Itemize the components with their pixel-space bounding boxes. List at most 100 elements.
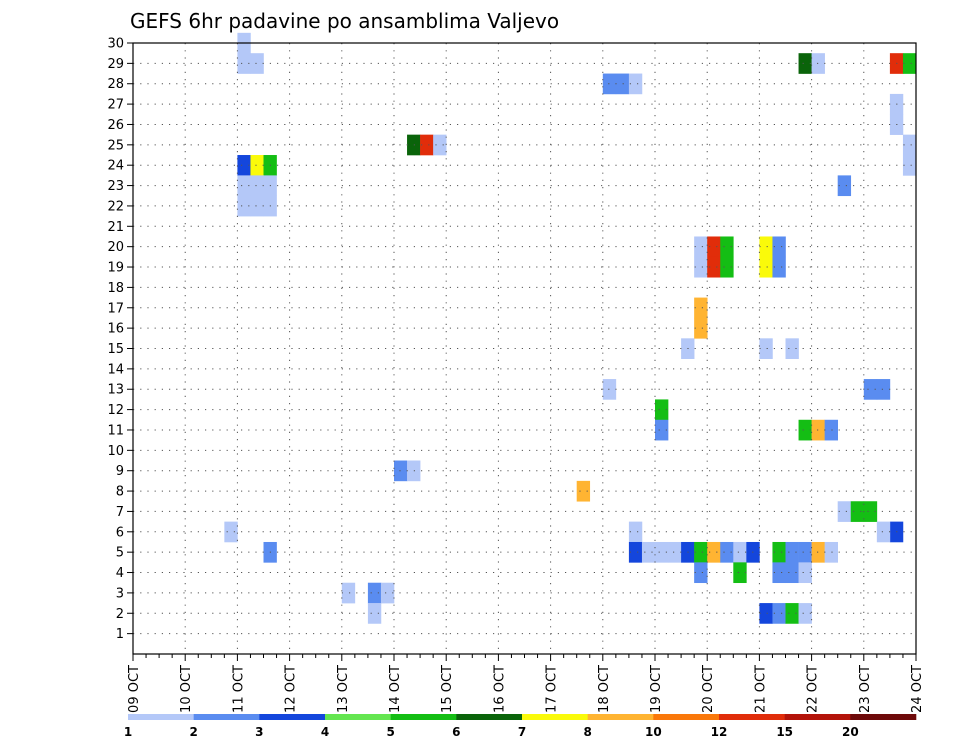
- precip-cell: [759, 338, 773, 359]
- precip-cell: [250, 195, 264, 217]
- precip-cell: [772, 256, 786, 278]
- x-tick-label: 22 OCT: [806, 665, 821, 713]
- precip-cell: [824, 541, 838, 563]
- colorbar-swatch: [522, 714, 588, 720]
- y-tick-label: 16: [107, 322, 124, 337]
- precip-cell: [863, 379, 878, 400]
- precip-cell: [668, 541, 682, 563]
- colorbar-label: 20: [842, 725, 859, 739]
- precip-cell: [785, 562, 799, 584]
- y-tick-label: 20: [107, 240, 124, 255]
- colorbar-swatch: [259, 714, 326, 720]
- precip-cell: [628, 73, 643, 95]
- precip-cell: [837, 175, 852, 197]
- y-tick-label: 6: [116, 525, 124, 540]
- colorbar-swatch: [587, 714, 654, 720]
- y-tick-label: 17: [107, 301, 124, 316]
- y-tick-label: 18: [107, 281, 124, 296]
- precip-cell: [576, 480, 591, 502]
- precip-cell: [824, 419, 838, 441]
- precip-cells: [224, 32, 917, 624]
- y-tick-label: 12: [107, 403, 124, 418]
- y-tick-label: 7: [116, 505, 124, 520]
- precip-cell: [694, 236, 708, 258]
- y-tick-label: 21: [107, 220, 124, 235]
- precip-cell: [798, 53, 812, 74]
- colorbar-swatch: [390, 714, 457, 720]
- precip-cell: [237, 175, 251, 197]
- colorbar-swatch: [653, 714, 720, 720]
- y-tick-label: 30: [107, 37, 124, 52]
- y-tick-label: 8: [116, 485, 124, 500]
- precip-cell: [785, 541, 799, 563]
- y-tick-label: 4: [116, 566, 124, 581]
- x-tick-label: 23 OCT: [858, 665, 873, 713]
- x-tick-label: 17 OCT: [545, 665, 560, 713]
- precip-cell: [694, 297, 708, 319]
- precip-cell: [641, 541, 656, 563]
- x-tick-label: 19 OCT: [649, 665, 664, 713]
- colorbar-label: 8: [583, 725, 591, 739]
- y-tick-label: 5: [116, 546, 124, 561]
- x-tick-label: 12 OCT: [284, 665, 299, 713]
- colorbar-label: 5: [386, 725, 394, 739]
- y-tick-label: 26: [107, 118, 124, 133]
- precip-cell: [707, 541, 721, 563]
- precip-cell: [720, 236, 734, 258]
- precip-cell: [407, 460, 421, 482]
- colorbar-swatch: [784, 714, 851, 720]
- x-tick-label: 16 OCT: [492, 665, 507, 713]
- precip-cell: [902, 155, 917, 176]
- precip-cell: [811, 419, 825, 441]
- y-tick-label: 10: [107, 444, 124, 459]
- colorbar-label: 2: [189, 725, 197, 739]
- precip-cell: [250, 53, 264, 74]
- precip-cell: [707, 256, 721, 278]
- colorbar-swatch: [325, 714, 391, 720]
- precip-cell: [224, 521, 238, 543]
- y-tick-label: 3: [116, 586, 124, 601]
- precip-cell: [720, 256, 734, 278]
- colorbar-label: 4: [321, 725, 329, 739]
- precip-cell: [615, 73, 630, 95]
- y-tick-label: 22: [107, 199, 124, 214]
- precip-cell: [694, 541, 708, 563]
- precip-cell: [694, 317, 708, 339]
- precip-cell: [628, 521, 643, 543]
- precip-cell: [602, 73, 617, 95]
- chart-title: GEFS 6hr padavine po ansamblima Valjevo: [130, 9, 559, 33]
- x-tick-label: 21 OCT: [753, 665, 768, 713]
- precip-cell: [380, 582, 395, 604]
- precip-cell: [850, 501, 865, 522]
- y-tick-label: 19: [107, 261, 124, 276]
- precip-cell: [707, 236, 721, 258]
- precip-cell: [694, 256, 708, 278]
- colorbar-swatch: [456, 714, 523, 720]
- y-tick-label: 15: [107, 342, 124, 357]
- colorbar-swatch: [193, 714, 260, 720]
- y-tick-label: 11: [107, 423, 124, 438]
- precip-cell: [876, 521, 891, 543]
- precip-cell: [367, 582, 382, 604]
- x-tick-label: 15 OCT: [440, 665, 455, 713]
- precip-cell: [772, 541, 786, 563]
- precip-cell: [733, 541, 747, 563]
- precip-cell: [759, 603, 773, 624]
- precip-cell: [694, 562, 708, 584]
- colorbar-label: 15: [776, 725, 793, 739]
- precip-cell: [628, 541, 643, 563]
- colorbar-label: 10: [645, 725, 662, 739]
- x-tick-label: 14 OCT: [388, 665, 403, 713]
- precip-cell: [394, 460, 408, 482]
- precip-cell: [250, 155, 264, 176]
- precip-cell: [772, 562, 786, 584]
- precip-cell: [863, 501, 878, 522]
- precip-cell: [720, 541, 734, 563]
- colorbar-label: 12: [711, 725, 728, 739]
- y-tick-label: 9: [116, 464, 124, 479]
- precip-cell: [811, 541, 825, 563]
- x-axis: 09 OCT 10 OCT 11 OCT 12 OCT 13 OCT 14 OCT 15 O…: [127, 654, 925, 713]
- precip-cell: [798, 541, 812, 563]
- x-tick-label: 09 OCT: [127, 665, 142, 713]
